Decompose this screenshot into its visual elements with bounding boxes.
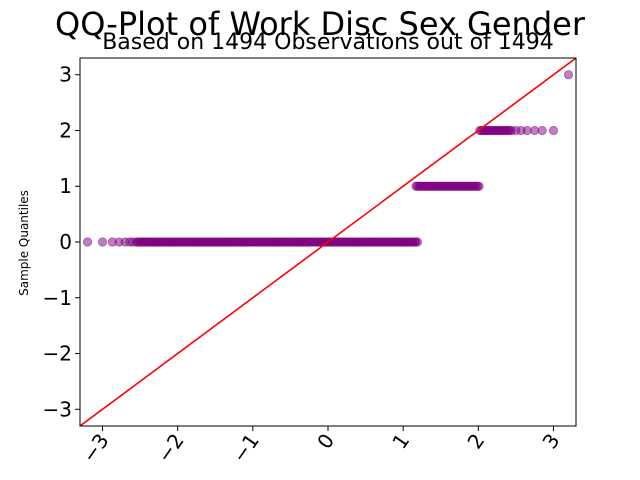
x-tick-label: 1 [387,429,414,453]
y-tick-label: 3 [59,63,72,87]
y-axis-ticks: −3 −2 −1 0 1 2 3 [43,63,80,421]
reference-line [80,58,576,426]
y-tick-label: −2 [43,342,72,366]
data-point [82,237,93,247]
data-point [563,70,574,80]
x-axis-ticks: −3 −2 −1 0 1 2 3 [77,426,565,467]
data-point [97,237,108,247]
data-point [128,237,138,247]
data-point [548,125,559,136]
chart-subtitle: Based on 1494 Observations out of 1494 [102,30,554,55]
x-tick-label: −1 [227,429,264,467]
data-point [474,181,484,191]
x-tick-label: 3 [538,429,565,453]
x-tick-label: −2 [152,429,189,467]
data-point [412,237,423,247]
y-tick-label: 1 [59,174,72,198]
y-axis-label: Sample Quantiles [17,190,31,296]
data-point [537,125,547,136]
x-tick-label: 2 [462,429,489,453]
x-tick-label: −3 [77,429,114,467]
chart-title: QQ-Plot of Work Disc Sex Gender [55,5,586,43]
x-tick-label: 0 [312,429,339,453]
y-tick-label: 2 [59,118,72,142]
data-points [82,70,574,247]
y-tick-label: −3 [43,397,72,421]
y-tick-label: 0 [59,230,72,254]
y-tick-label: −1 [43,286,72,310]
reference-line-group [80,58,576,426]
